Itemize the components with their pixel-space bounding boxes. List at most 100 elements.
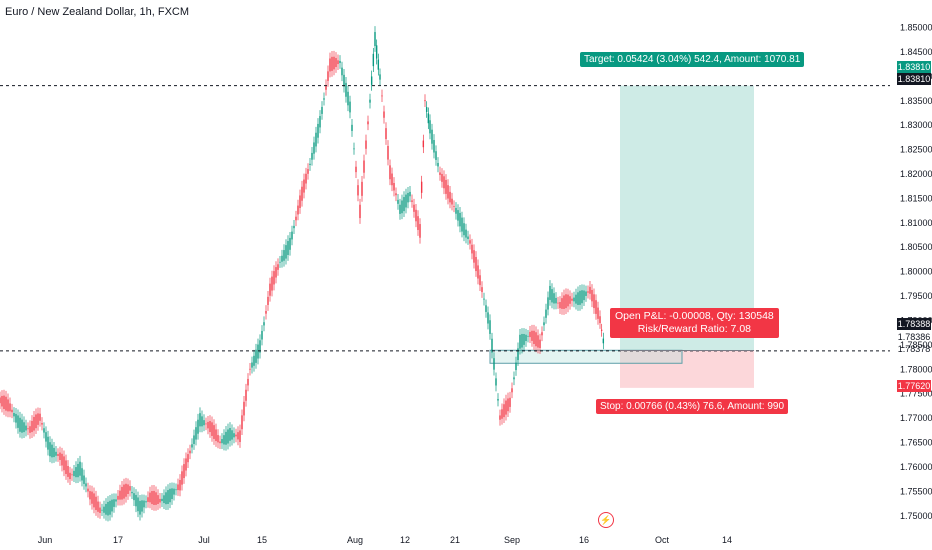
time-tick-label: Sep: [504, 535, 520, 545]
target-line-badge: 1.83810: [897, 73, 931, 85]
candle-body: [169, 488, 171, 503]
time-axis[interactable]: Jun 17 Jul 15 Aug 12 21 Sep 16 Oct 14: [38, 535, 732, 545]
candle-body: [1, 395, 3, 407]
entry-price-badge: 1.78386: [897, 332, 931, 342]
candle-body: [255, 349, 257, 363]
candle-body: [183, 464, 185, 479]
candle-body: [602, 338, 605, 344]
candle-body: [35, 414, 37, 429]
candle-body: [341, 67, 343, 76]
candle-body: [57, 454, 59, 456]
candle-body: [303, 179, 305, 193]
candle-body: [245, 389, 247, 401]
price-tick-label: 1.77000: [900, 413, 932, 423]
candle-body: [0, 397, 1, 404]
candle-body: [119, 490, 121, 500]
candle-body: [369, 99, 371, 103]
candle-body: [513, 377, 515, 380]
candle-body: [259, 340, 261, 353]
price-tick-label: 1.76500: [900, 438, 932, 448]
candle-body: [531, 330, 533, 341]
candle-body: [573, 297, 575, 302]
price-axis[interactable]: 1.850001.845001.840001.835001.830001.825…: [900, 23, 932, 521]
candle-body: [121, 486, 123, 500]
price-tick-label: 1.83000: [900, 120, 932, 130]
candle-body: [575, 294, 577, 304]
candle-body: [223, 435, 225, 445]
time-tick-label: Jul: [198, 535, 210, 545]
candle-body: [397, 199, 399, 204]
candle-body: [231, 430, 233, 440]
candle-body: [219, 441, 221, 444]
candle-body: [555, 297, 557, 304]
candle-body: [399, 204, 401, 214]
time-tick-label: 14: [722, 535, 732, 545]
candle-body: [325, 85, 327, 90]
time-tick-label: 15: [257, 535, 267, 545]
candle-body: [507, 398, 509, 412]
candle-body: [173, 488, 175, 495]
candle-body: [307, 169, 309, 174]
candle-body: [561, 298, 563, 309]
dashed-price-badge: 1.78378: [897, 344, 931, 354]
candle-body: [289, 237, 291, 250]
candle-body: [123, 484, 125, 499]
candle-body: [597, 307, 599, 319]
candle-body: [19, 417, 21, 432]
price-tick-label: 1.75000: [900, 511, 932, 521]
candle-body: [339, 60, 341, 64]
candle-body: [579, 290, 581, 305]
candle-body: [383, 111, 385, 118]
candle-body: [437, 162, 439, 167]
candle-body: [125, 483, 127, 497]
candle-body: [537, 335, 539, 348]
candle-body: [419, 224, 421, 238]
candle-body: [101, 509, 103, 511]
candle-body: [459, 212, 461, 227]
candle-body: [39, 413, 41, 421]
candle-body: [591, 289, 593, 302]
candle-body: [317, 123, 319, 138]
candle-body: [451, 198, 453, 205]
candle-body: [275, 267, 277, 278]
candle-body: [207, 421, 209, 429]
candle-body: [461, 217, 463, 232]
candle-body: [587, 291, 589, 293]
candle-body: [247, 378, 249, 386]
candle-body: [269, 283, 271, 296]
candle-body: [83, 475, 85, 484]
price-tick-label: 1.82500: [900, 145, 932, 155]
price-tick-label: 1.75500: [900, 486, 932, 496]
position-zones[interactable]: [489, 85, 754, 388]
candle-body: [17, 415, 19, 428]
candle-body: [155, 492, 157, 505]
candle-body: [179, 479, 181, 491]
candle-body: [283, 250, 285, 261]
price-tick-label: 1.76000: [900, 462, 932, 472]
profit-zone: [620, 85, 754, 351]
candle-body: [251, 362, 253, 368]
lightning-icon[interactable]: ⚡: [598, 512, 614, 528]
candle-body: [583, 290, 585, 301]
candle-body: [29, 426, 31, 433]
candle-body: [313, 142, 315, 154]
candle-body: [75, 467, 77, 478]
candle-body: [211, 422, 213, 436]
candle-body: [417, 216, 419, 230]
candle-body: [363, 160, 365, 173]
candle-body: [337, 60, 339, 65]
candle-body: [127, 484, 129, 495]
candle-body: [63, 456, 65, 471]
candle-body: [361, 181, 363, 196]
candle-body: [279, 261, 281, 263]
candle-body: [489, 320, 491, 334]
candle-body: [177, 484, 179, 491]
candle-body: [447, 185, 449, 199]
candle-body: [87, 488, 89, 492]
candle-body: [349, 101, 351, 113]
candle-body: [473, 250, 475, 263]
candle-body: [523, 333, 525, 345]
candle-body: [97, 501, 99, 512]
candle-body: [329, 58, 331, 72]
